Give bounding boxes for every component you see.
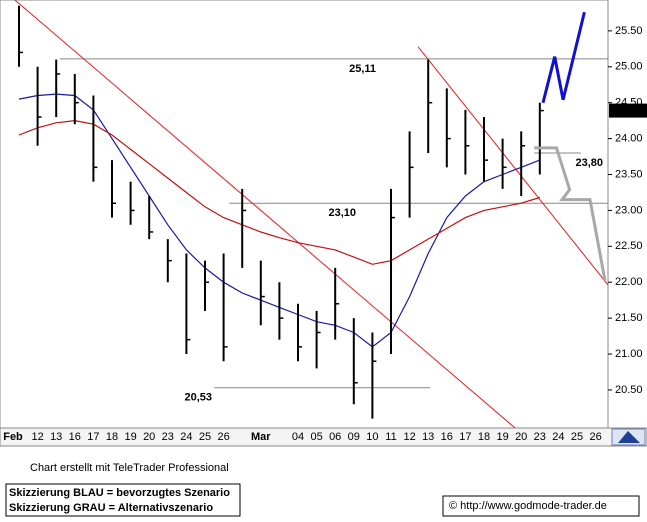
trend-line bbox=[417, 46, 609, 286]
y-tick-label: 21.00 bbox=[615, 348, 643, 360]
note: Skizzierung BLAU = bevorzugtes Szenario bbox=[9, 487, 230, 499]
x-tick-label: 16 bbox=[69, 431, 81, 443]
x-tick-label: Feb bbox=[3, 431, 23, 443]
x-tick-label: 23 bbox=[162, 431, 174, 443]
trend-line bbox=[14, 0, 516, 429]
last-price-box bbox=[609, 103, 647, 118]
plot-area bbox=[0, 0, 609, 429]
corner-icon-shape bbox=[618, 431, 640, 443]
x-tick-label: 13 bbox=[50, 431, 62, 443]
y-tick-label: 25.50 bbox=[615, 25, 643, 37]
y-tick-label: 21.50 bbox=[615, 312, 643, 324]
y-tick-label: 22.00 bbox=[615, 276, 643, 288]
y-tick-label: 23.00 bbox=[615, 204, 643, 216]
y-tick-label: 24.00 bbox=[615, 133, 643, 145]
y-tick-label: 22.50 bbox=[615, 240, 643, 252]
x-tick-label: 16 bbox=[441, 431, 453, 443]
x-tick-label: 25 bbox=[571, 431, 583, 443]
x-tick-label: 23 bbox=[534, 431, 546, 443]
x-tick-label: 24 bbox=[552, 431, 564, 443]
x-tick-label: 09 bbox=[348, 431, 360, 443]
notes-box bbox=[5, 483, 241, 517]
level-label: 23,80 bbox=[575, 157, 603, 169]
x-tick-label: 11 bbox=[385, 431, 396, 443]
x-tick-label: 10 bbox=[366, 431, 378, 443]
x-tick-label: 24 bbox=[180, 431, 192, 443]
x-tick-label: 17 bbox=[459, 431, 471, 443]
x-tick-label: 12 bbox=[403, 431, 415, 443]
level-label: 20,53 bbox=[184, 392, 212, 404]
x-tick-label: 19 bbox=[124, 431, 136, 443]
x-tick-label: 26 bbox=[589, 431, 601, 443]
x-tick-label: 19 bbox=[496, 431, 508, 443]
level-label: 25,11 bbox=[349, 63, 376, 75]
x-tick-label: 17 bbox=[87, 431, 99, 443]
x-tick-label: 20 bbox=[515, 431, 527, 443]
y-tick-label: 25.00 bbox=[615, 61, 643, 73]
x-tick-label: 12 bbox=[31, 431, 43, 443]
moving-average bbox=[18, 119, 540, 265]
x-tick-label: 05 bbox=[310, 431, 322, 443]
last-price-label: 24,39 bbox=[615, 104, 643, 116]
x-tick-label: 13 bbox=[422, 431, 434, 443]
x-tick-label: 25 bbox=[199, 431, 211, 443]
x-tick-label: 26 bbox=[217, 431, 229, 443]
x-tick-label: 06 bbox=[329, 431, 341, 443]
x-tick-label: Mar bbox=[251, 431, 271, 443]
copyright-box bbox=[442, 495, 640, 517]
x-tick-label: 04 bbox=[292, 431, 304, 443]
credit: Chart erstellt mit TeleTrader Profession… bbox=[30, 462, 229, 474]
copyright: © http://www.godmode-trader.de bbox=[449, 500, 607, 512]
x-tick-label: 18 bbox=[478, 431, 490, 443]
x-axis-band bbox=[0, 427, 647, 447]
x-tick-label: 18 bbox=[106, 431, 118, 443]
note: Skizzierung GRAU = Alternativszenario bbox=[9, 502, 213, 514]
scenario bbox=[534, 146, 607, 281]
y-tick-label: 20.50 bbox=[615, 384, 643, 396]
level-label: 23,10 bbox=[328, 207, 356, 219]
scenario bbox=[541, 11, 586, 104]
x-tick-label: 20 bbox=[143, 431, 155, 443]
y-tick-label: 23.50 bbox=[615, 168, 643, 180]
